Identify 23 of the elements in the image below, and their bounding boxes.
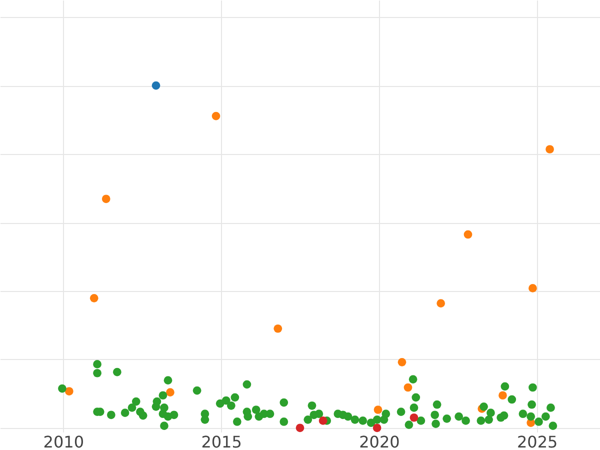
point bbox=[274, 324, 282, 333]
point bbox=[372, 424, 382, 432]
point bbox=[102, 194, 110, 204]
x-tick-label: 2020 bbox=[359, 432, 400, 450]
point bbox=[398, 358, 406, 366]
point bbox=[318, 416, 328, 425]
point bbox=[404, 383, 412, 392]
x-tick-label: 2010 bbox=[43, 432, 84, 450]
point bbox=[166, 388, 174, 396]
point bbox=[374, 406, 382, 414]
point bbox=[90, 294, 98, 302]
x-tick-label: 2025 bbox=[516, 432, 558, 450]
point bbox=[528, 284, 537, 292]
point bbox=[436, 299, 446, 308]
point bbox=[498, 391, 507, 400]
x-tick-label: 2015 bbox=[201, 432, 242, 450]
point bbox=[464, 230, 472, 239]
point bbox=[152, 81, 160, 90]
point bbox=[212, 112, 220, 120]
point bbox=[296, 424, 304, 432]
point bbox=[410, 413, 418, 422]
point bbox=[64, 387, 74, 396]
point bbox=[546, 145, 554, 154]
